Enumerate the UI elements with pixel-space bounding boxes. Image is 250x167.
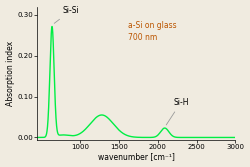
Text: Si-H: Si-H [166, 98, 189, 125]
Y-axis label: Absorption index: Absorption index [6, 41, 15, 106]
Text: a-Si on glass
700 nm: a-Si on glass 700 nm [128, 21, 177, 42]
Text: Si-Si: Si-Si [54, 6, 80, 23]
X-axis label: wavenumber [cm⁻¹]: wavenumber [cm⁻¹] [98, 152, 175, 161]
